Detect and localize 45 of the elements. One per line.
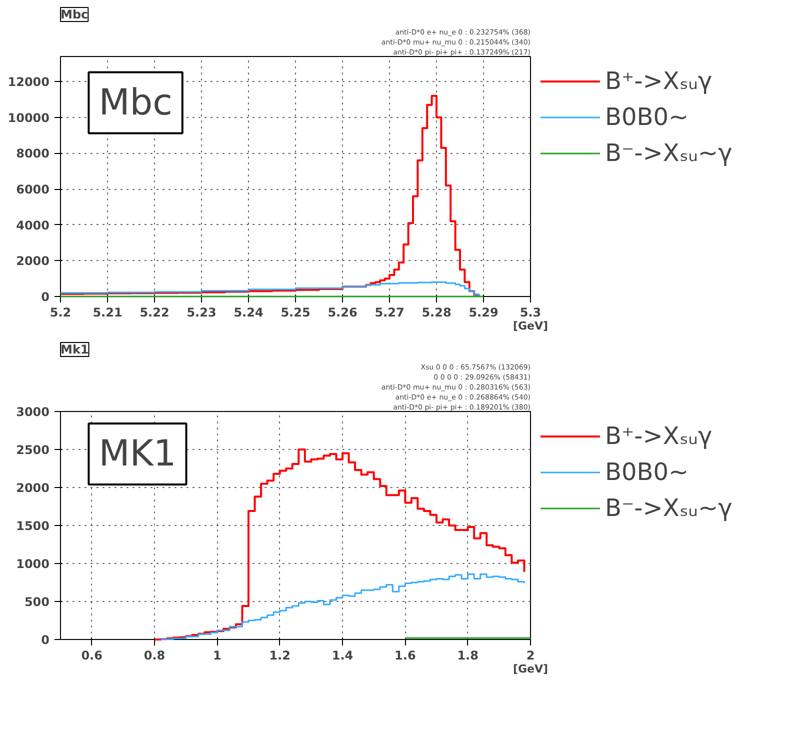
- x-tick-label: 5.29: [468, 306, 498, 320]
- legend-label: B0B0~: [605, 103, 689, 131]
- y-tick-label: 2000: [16, 254, 50, 268]
- x-tick-label: 5.22: [140, 306, 170, 320]
- x-tick-label: 1.4: [332, 648, 354, 662]
- y-tick-label: 6000: [16, 182, 50, 197]
- y-tick-label: 12000: [8, 75, 50, 90]
- y-tick-label: 1500: [16, 519, 50, 533]
- legend-label: B⁺->Xₛᵤγ: [605, 422, 712, 450]
- x-tick-label: 5.26: [328, 306, 358, 320]
- y-tick-label: 4000: [16, 218, 50, 232]
- text: Mbc: [98, 82, 172, 124]
- y-tick-label: 10000: [8, 110, 50, 125]
- x-axis-title: [GeV]: [512, 320, 548, 332]
- y-tick-label: 1000: [16, 557, 50, 571]
- x-tick-label: 5.21: [92, 306, 122, 320]
- x-tick-label: 1.6: [394, 648, 416, 662]
- x-tick-label: 5.28: [422, 306, 452, 320]
- x-tick-label: 5.23: [186, 306, 216, 320]
- x-tick-label: 1.2: [269, 648, 290, 662]
- x-tick-label: 0.6: [81, 648, 102, 662]
- x-tick-label: 0.8: [144, 648, 166, 662]
- x-axis-title: [GeV]: [512, 662, 548, 676]
- x-tick-label: 1: [212, 648, 222, 662]
- chart-title: Mk1: [60, 342, 89, 356]
- legend-label: B⁻->Xₛᵤ~γ: [605, 494, 732, 522]
- y-tick-label: 3000: [16, 405, 50, 419]
- legend-label: B0B0~: [605, 458, 689, 486]
- y-tick-label: 8000: [16, 146, 50, 161]
- legend-label: B⁻->Xₛᵤ~γ: [605, 139, 732, 167]
- y-tick-label: 2500: [16, 443, 50, 457]
- x-tick-label: 2: [526, 648, 535, 662]
- x-tick-label: 5.27: [374, 306, 404, 320]
- y-tick-label: 0: [41, 633, 50, 647]
- x-tick-label: 5.3: [520, 306, 542, 320]
- text: MK1: [98, 433, 176, 474]
- x-tick-label: 5.25: [280, 306, 310, 320]
- chart-title: Mbc: [60, 8, 88, 22]
- y-tick-label: 2000: [16, 481, 50, 495]
- x-tick-label: 5.2: [50, 306, 72, 320]
- y-tick-label: 500: [24, 595, 50, 609]
- legend-label: B⁺->Xₛᵤγ: [605, 67, 712, 95]
- y-tick-label: 0: [41, 290, 50, 304]
- x-tick-label: 5.24: [234, 306, 264, 320]
- x-tick-label: 1.8: [457, 648, 478, 662]
